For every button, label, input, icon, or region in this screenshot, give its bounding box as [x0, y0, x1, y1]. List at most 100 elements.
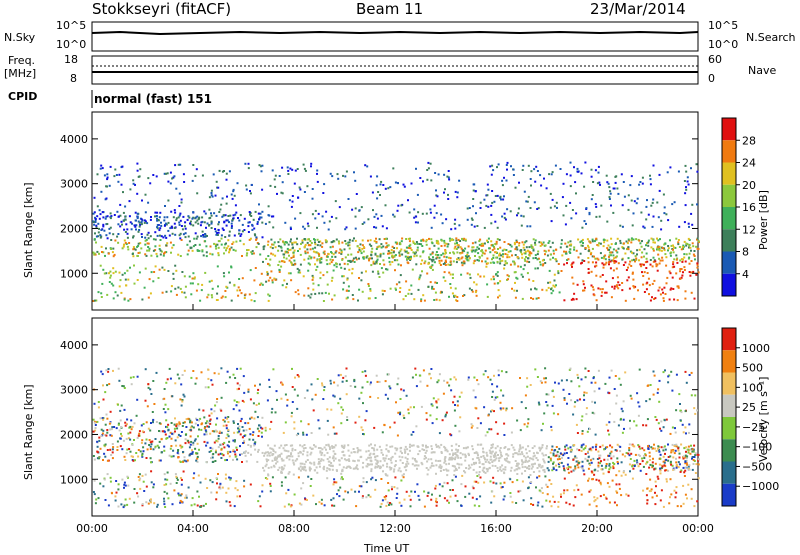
power-cell	[436, 299, 438, 301]
velocity-cell	[237, 382, 239, 384]
power-cell	[179, 193, 181, 195]
power-cell	[432, 242, 434, 244]
power-cell	[275, 246, 277, 248]
power-cell	[170, 182, 172, 184]
power-cell	[226, 203, 228, 205]
power-cell	[491, 165, 493, 167]
power-cell	[237, 295, 239, 297]
power-cell	[323, 300, 325, 302]
power-cell	[218, 221, 220, 223]
velocity-cell	[593, 474, 595, 476]
power-cell	[110, 248, 112, 250]
power-cell	[246, 254, 248, 256]
velocity-cell	[477, 482, 479, 484]
power-cell	[267, 294, 269, 296]
power-cell	[296, 243, 298, 245]
power-cell	[661, 250, 663, 252]
velocity-cell	[321, 448, 323, 450]
velocity-cell	[557, 451, 559, 453]
velocity-cell	[124, 409, 126, 411]
power-cell	[601, 257, 603, 259]
velocity-cell	[593, 377, 595, 379]
power-cell	[248, 167, 250, 169]
power-cell	[677, 299, 679, 301]
power-cell	[524, 249, 526, 251]
power-cell	[316, 266, 318, 268]
velocity-cell	[235, 456, 237, 458]
velocity-cell	[335, 481, 337, 483]
power-cell	[253, 228, 255, 230]
velocity-cell	[446, 500, 448, 502]
power-cell	[667, 245, 669, 247]
power-cell	[112, 251, 114, 253]
velocity-cell	[223, 446, 225, 448]
power-cell	[127, 237, 129, 239]
power-cell	[269, 221, 271, 223]
power-cell	[544, 262, 546, 264]
power-cell	[521, 253, 523, 255]
velocity-cell	[366, 481, 368, 483]
power-cell	[385, 238, 387, 240]
power-cell	[217, 187, 219, 189]
velocity-cell	[337, 385, 339, 387]
power-cell	[637, 198, 639, 200]
velocity-cell	[581, 415, 583, 417]
power-cell	[432, 256, 434, 258]
velocity-cell	[553, 450, 555, 452]
velocity-cell	[377, 397, 379, 399]
power-cell	[113, 297, 115, 299]
velocity-cell	[274, 445, 276, 447]
velocity-cell	[291, 455, 293, 457]
power-cell	[232, 198, 234, 200]
velocity-cell	[430, 377, 432, 379]
power-cell	[375, 213, 377, 215]
power-cell	[258, 203, 260, 205]
velocity-cell	[664, 445, 666, 447]
velocity-cell	[198, 496, 200, 498]
velocity-cell	[683, 455, 685, 457]
power-cell	[695, 274, 697, 276]
velocity-cell	[583, 448, 585, 450]
power-cell	[213, 212, 215, 214]
power-cell	[529, 225, 531, 227]
power-cell	[109, 277, 111, 279]
velocity-cell	[679, 463, 681, 465]
power-cell	[642, 226, 644, 228]
velocity-cell	[680, 444, 682, 446]
power-cell	[148, 232, 150, 234]
velocity-cell	[475, 462, 477, 464]
velocity-cell	[105, 435, 107, 437]
power-cell	[508, 256, 510, 258]
power-cell	[432, 269, 434, 271]
power-cell	[447, 246, 449, 248]
power-cell	[505, 260, 507, 262]
power-cell	[344, 248, 346, 250]
power-cell	[234, 235, 236, 237]
power-cell	[667, 219, 669, 221]
power-cell	[223, 247, 225, 249]
power-cell	[443, 174, 445, 176]
power-cell	[628, 194, 630, 196]
velocity-cell	[503, 482, 505, 484]
power-cell	[192, 250, 194, 252]
power-cell	[691, 260, 693, 262]
power-cell	[194, 175, 196, 177]
velocity-cell	[555, 469, 557, 471]
velocity-cell	[665, 459, 667, 461]
power-cell	[409, 212, 411, 214]
velocity-cell	[185, 434, 187, 436]
velocity-cell	[460, 483, 462, 485]
power-cell	[366, 256, 368, 258]
power-cell	[211, 296, 213, 298]
velocity-cell	[229, 501, 231, 503]
power-cell	[698, 248, 700, 250]
power-cell	[125, 223, 127, 225]
power-cell	[331, 277, 333, 279]
power-cell	[167, 230, 169, 232]
power-cell	[696, 203, 698, 205]
velocity-cell	[523, 499, 525, 501]
velocity-cell	[345, 375, 347, 377]
power-cell	[448, 272, 450, 274]
power-cell	[316, 170, 318, 172]
power-cell	[431, 264, 433, 266]
